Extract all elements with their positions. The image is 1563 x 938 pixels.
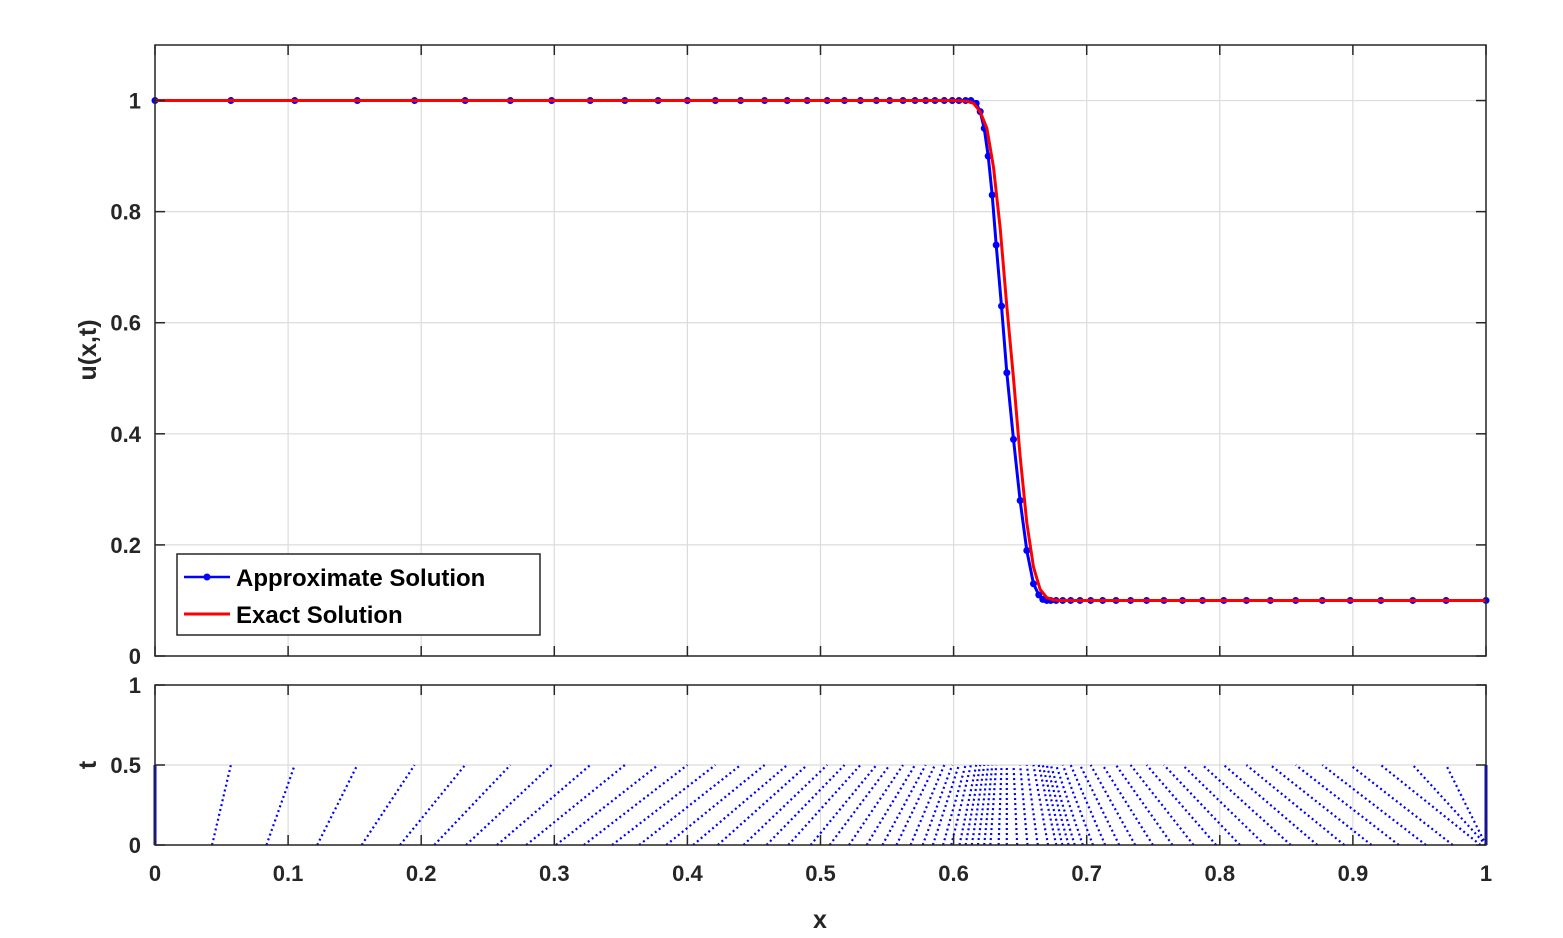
node-trajectory bbox=[1089, 764, 1137, 846]
mesh-plot-ylabel: t bbox=[74, 760, 102, 769]
y-tick-label: 0.6 bbox=[110, 311, 141, 336]
node-trajectory bbox=[997, 764, 1003, 846]
node-trajectory bbox=[1269, 764, 1373, 846]
y-tick-label: 0.4 bbox=[110, 422, 141, 447]
approx-solution-point bbox=[1035, 591, 1043, 599]
node-trajectory bbox=[1321, 764, 1427, 846]
node-trajectory bbox=[638, 764, 742, 846]
x-tick-label: 1 bbox=[1480, 861, 1492, 886]
mesh-plot-ticks: 0 0.1 0.2 0.3 0.4 0.5 0.6 0.7 0.8 0.9 1 0 0.5 1 bbox=[110, 673, 1492, 886]
node-trajectory bbox=[983, 764, 994, 846]
node-trajectory bbox=[583, 764, 689, 846]
approx-solution-point bbox=[1016, 496, 1024, 504]
node-trajectory bbox=[360, 764, 416, 846]
mesh-plot: 0 0.1 0.2 0.3 0.4 0.5 0.6 0.7 0.8 0.9 1 0 0.5 1 t x bbox=[74, 673, 1492, 934]
node-trajectory bbox=[1115, 764, 1174, 846]
node-trajectory bbox=[1041, 764, 1064, 846]
exact-solution-line bbox=[155, 99, 1486, 602]
node-trajectory bbox=[970, 764, 986, 846]
approx-solution-point bbox=[992, 241, 1000, 249]
solution-plot-ticks: 0 0.2 0.4 0.6 0.8 1 bbox=[110, 45, 1487, 669]
node-trajectory bbox=[1295, 764, 1400, 846]
legend-exact-label: Exact Solution bbox=[236, 602, 403, 629]
y-tick-label: 0 bbox=[129, 644, 141, 669]
node-trajectory bbox=[555, 764, 659, 846]
y-tick-label: 1 bbox=[129, 673, 141, 698]
x-tick-label: 0.8 bbox=[1205, 861, 1236, 886]
node-trajectory bbox=[1049, 764, 1076, 846]
node-trajectory bbox=[1380, 764, 1482, 846]
node-trajectory bbox=[989, 764, 998, 846]
approx-solution-point bbox=[1023, 546, 1031, 554]
node-trajectory bbox=[848, 764, 904, 846]
node-trajectory bbox=[1349, 764, 1454, 846]
node-trajectory bbox=[665, 764, 766, 846]
solution-plot: 0 0.2 0.4 0.6 0.8 1 u(x,t) Approximate Soluti… bbox=[74, 44, 1490, 669]
node-trajectory bbox=[1163, 764, 1241, 846]
node-trajectory bbox=[1025, 764, 1039, 846]
approx-solution-point bbox=[998, 302, 1006, 310]
node-trajectory bbox=[611, 764, 717, 846]
x-tick-label: 0.1 bbox=[273, 861, 304, 886]
node-trajectory bbox=[210, 764, 232, 846]
approx-solution-point bbox=[1009, 435, 1017, 443]
node-trajectory bbox=[765, 764, 846, 846]
node-trajectory bbox=[1055, 764, 1084, 846]
approx-solution-point bbox=[1003, 369, 1011, 377]
legend-box bbox=[176, 553, 541, 636]
legend-approx-marker bbox=[203, 573, 211, 581]
node-trajectory bbox=[942, 764, 967, 846]
node-trajectory bbox=[1045, 764, 1070, 846]
x-tick-label: 0.6 bbox=[938, 861, 969, 886]
x-tick-label: 0 bbox=[149, 861, 161, 886]
y-tick-label: 1 bbox=[129, 89, 141, 114]
node-trajectory bbox=[1181, 764, 1266, 846]
y-tick-label: 0.2 bbox=[110, 533, 141, 558]
node-trajectory bbox=[881, 764, 927, 846]
approx-solution-point bbox=[1029, 580, 1037, 588]
node-trajectory bbox=[742, 764, 828, 846]
y-tick-label: 0 bbox=[129, 833, 141, 858]
solution-plot-series bbox=[151, 97, 1490, 604]
node-trajectory bbox=[958, 764, 978, 846]
node-trajectory bbox=[1012, 764, 1019, 846]
y-tick-label: 0.8 bbox=[110, 200, 141, 225]
node-trajectory bbox=[1245, 764, 1345, 846]
node-trajectory bbox=[1032, 764, 1050, 846]
node-trajectory bbox=[1037, 764, 1058, 846]
x-tick-label: 0.5 bbox=[805, 861, 836, 886]
solution-plot-ylabel: u(x,t) bbox=[74, 319, 102, 380]
node-trajectory bbox=[950, 764, 972, 846]
node-trajectory bbox=[1411, 764, 1487, 846]
node-trajectory bbox=[865, 764, 916, 846]
node-trajectory bbox=[931, 764, 960, 846]
mesh-plot-xlabel: x bbox=[813, 906, 827, 934]
x-tick-label: 0.9 bbox=[1338, 861, 1369, 886]
node-trajectory bbox=[921, 764, 954, 846]
x-tick-label: 0.4 bbox=[672, 861, 703, 886]
node-trajectory bbox=[1019, 764, 1029, 846]
node-trajectory bbox=[828, 764, 891, 846]
node-trajectory bbox=[265, 764, 296, 846]
node-trajectory bbox=[399, 764, 466, 846]
node-trajectory bbox=[964, 764, 982, 846]
node-trajectory bbox=[809, 764, 878, 846]
node-trajectory bbox=[1129, 764, 1195, 846]
x-tick-label: 0.7 bbox=[1071, 861, 1102, 886]
node-trajectory bbox=[1223, 764, 1319, 846]
node-trajectory bbox=[496, 764, 591, 846]
legend-approx-label: Approximate Solution bbox=[236, 565, 485, 592]
node-trajectory bbox=[433, 764, 512, 846]
node-trajectory bbox=[1101, 764, 1154, 846]
node-trajectory bbox=[1061, 764, 1095, 846]
x-tick-label: 0.2 bbox=[406, 861, 437, 886]
y-tick-label: 0.5 bbox=[110, 753, 141, 778]
node-trajectory bbox=[976, 764, 990, 846]
legend: Approximate Solution Exact Solution bbox=[176, 553, 541, 636]
node-trajectory bbox=[692, 764, 788, 846]
x-tick-label: 0.3 bbox=[539, 861, 570, 886]
node-trajectory bbox=[525, 764, 626, 846]
approx-solution-point bbox=[988, 191, 996, 199]
